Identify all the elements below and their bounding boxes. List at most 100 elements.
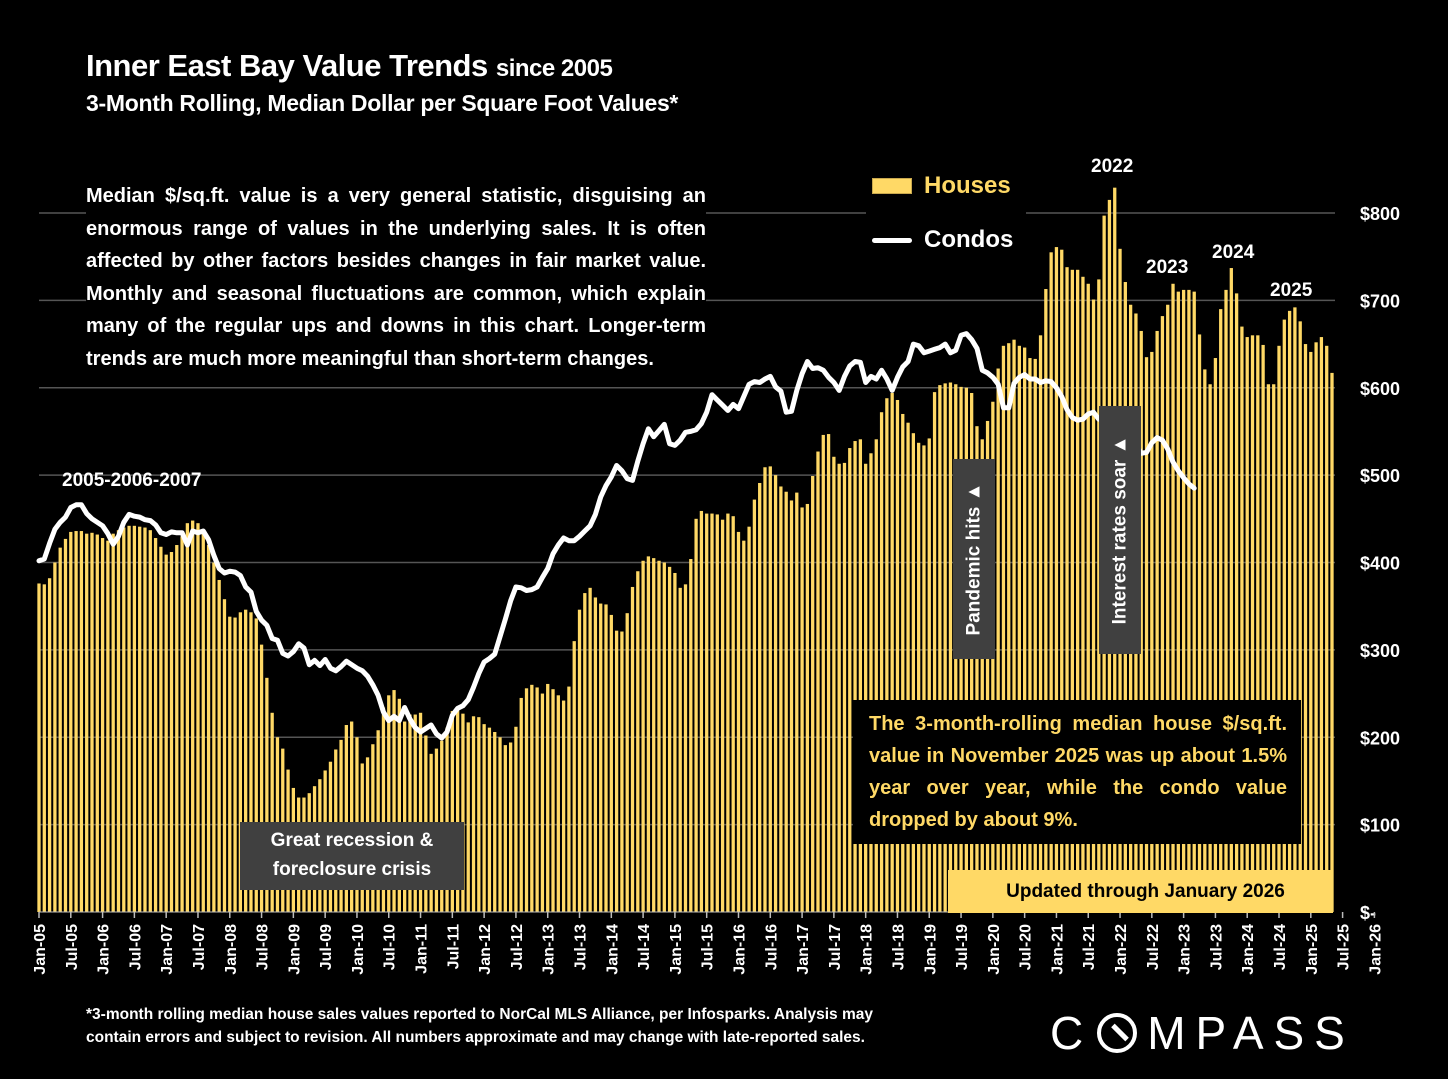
houses-bar [493, 732, 497, 912]
houses-bar [1075, 269, 1080, 912]
houses-bar [1319, 337, 1324, 912]
houses-bar [69, 531, 73, 912]
houses-bar [100, 538, 105, 912]
houses-bar [1245, 337, 1249, 912]
x-tick-label: Jul-19 [954, 924, 971, 970]
houses-bar [572, 641, 576, 912]
houses-bar [397, 698, 401, 912]
houses-bar [996, 368, 1000, 913]
houses-bar [106, 540, 110, 912]
houses-bar [593, 597, 598, 912]
houses-bar [975, 426, 979, 912]
x-tick-label: Jan-09 [286, 924, 303, 975]
houses-bar [546, 683, 550, 912]
x-tick-label: Jul-05 [64, 924, 81, 970]
houses-bar [853, 441, 857, 912]
houses-bar [450, 711, 454, 912]
houses-bar [1298, 321, 1302, 913]
condos-swatch-icon [872, 237, 912, 243]
x-tick-label: Jan-08 [223, 924, 240, 975]
x-tick-label: Jan-24 [1240, 924, 1257, 975]
houses-bar [837, 463, 841, 912]
houses-bar [1155, 330, 1159, 912]
x-tick-label: Jul-24 [1272, 924, 1289, 970]
houses-bar [508, 742, 513, 912]
houses-bar [588, 587, 592, 912]
recession-line-1: Great recession & [270, 830, 434, 851]
houses-bar [58, 547, 62, 912]
compass-o-icon [1097, 1013, 1138, 1053]
houses-bar [1001, 345, 1006, 912]
chart-title: Inner East Bay Value Trends since 2005 [86, 48, 613, 84]
houses-bar [159, 546, 163, 912]
houses-bar [1197, 334, 1202, 912]
houses-bar [381, 707, 386, 912]
houses-bar [413, 714, 417, 912]
x-tick-label: Jan-23 [1177, 924, 1194, 975]
houses-bar [763, 467, 767, 912]
houses-bar [53, 562, 57, 912]
houses-bar [614, 630, 619, 912]
houses-bar [540, 693, 545, 912]
houses-bar [689, 559, 693, 912]
x-tick-label: Jul-20 [1018, 924, 1035, 970]
x-tick-label: Jan-20 [986, 924, 1003, 975]
x-tick-label: Jul-08 [255, 924, 272, 970]
houses-bar [217, 579, 221, 912]
houses-bar [1097, 279, 1101, 912]
houses-bar [445, 727, 449, 912]
x-tick-label: Jan-11 [414, 924, 431, 974]
houses-bar [1033, 358, 1037, 912]
houses-bar [1213, 358, 1218, 913]
houses-bar [948, 382, 953, 912]
houses-bar [773, 475, 778, 912]
houses-bar [461, 713, 465, 912]
houses-bar [752, 499, 757, 912]
houses-bar [503, 745, 507, 912]
houses-bar [471, 716, 476, 912]
houses-bar [1277, 345, 1281, 912]
houses-bar [811, 475, 815, 912]
houses-bar [1086, 283, 1090, 912]
houses-bar [1166, 304, 1170, 912]
title-suffix: since 2005 [495, 55, 613, 82]
legend-label-condos: Condos [924, 226, 1014, 253]
x-tick-label: Jul-25 [1336, 924, 1353, 970]
houses-bar [1309, 351, 1313, 912]
houses-bar [524, 688, 529, 912]
x-tick-label: Jul-16 [763, 924, 780, 970]
x-tick-label: Jan-14 [604, 924, 621, 975]
houses-bar [943, 383, 947, 913]
houses-bar [1250, 335, 1255, 912]
x-tick-label: Jan-22 [1113, 924, 1130, 975]
pandemic-label: Pandemic hits ▲ [963, 482, 984, 636]
x-tick-label: Jan-06 [96, 924, 113, 975]
houses-bar [551, 689, 555, 912]
houses-bar [259, 644, 264, 912]
houses-bar [652, 558, 656, 912]
houses-bar [249, 612, 253, 912]
houses-bar [196, 523, 200, 912]
houses-bar [498, 737, 502, 912]
annotation-2025: 2025 [1270, 280, 1313, 301]
x-tick-label: Jan-05 [32, 924, 49, 975]
updated-banner: Updated through January 2026 [948, 870, 1333, 913]
title-main: Inner East Bay Value Trends [86, 48, 488, 83]
houses-bar [85, 533, 89, 912]
houses-bar [127, 525, 131, 912]
x-tick-label: Jul-07 [191, 924, 208, 970]
houses-bar [90, 532, 94, 912]
pandemic-annotation: Pandemic hits ▲ [953, 459, 995, 659]
houses-bar [662, 562, 666, 912]
houses-bar [842, 462, 847, 912]
houses-bar [344, 725, 348, 912]
y-tick-label: $300 [1360, 641, 1400, 661]
houses-swatch-icon [872, 178, 912, 194]
y-tick-label: $100 [1360, 816, 1400, 836]
houses-bar [1070, 269, 1074, 912]
y-tick-label: $400 [1360, 554, 1400, 574]
houses-bar [932, 392, 937, 912]
houses-bar [641, 560, 645, 912]
houses-bar [169, 552, 174, 912]
houses-bar [710, 513, 714, 912]
